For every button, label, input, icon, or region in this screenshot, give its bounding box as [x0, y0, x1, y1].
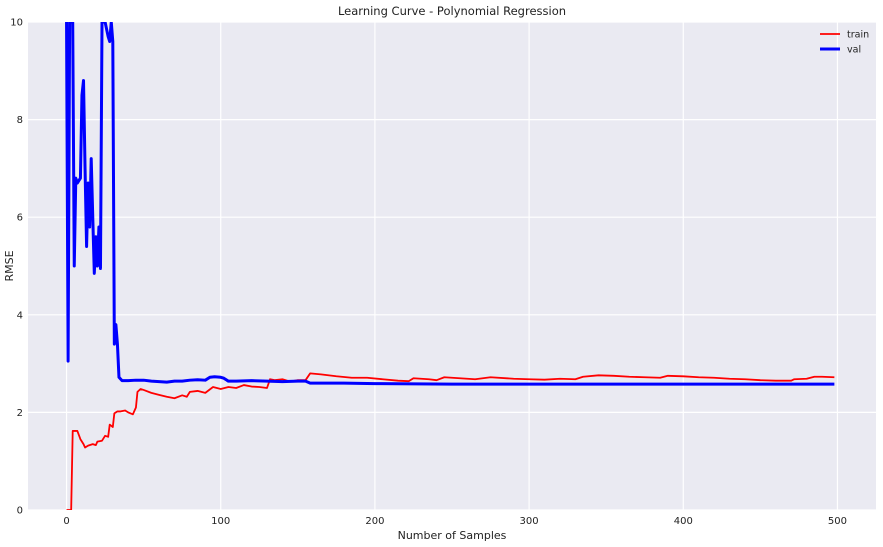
x-axis-title: Number of Samples	[398, 529, 507, 542]
tick-labels: 0 100 200 300 400 500 0 2 4 6 8 10	[10, 18, 847, 528]
series-lines	[65, 22, 835, 510]
grid-lines	[28, 21, 876, 511]
y-tick-label: 8	[17, 115, 23, 126]
x-tick-label: 500	[828, 516, 847, 527]
x-tick-label: 0	[63, 516, 69, 527]
chart-title: Learning Curve - Polynomial Regression	[338, 4, 566, 18]
y-tick-label: 6	[17, 213, 23, 224]
y-tick-label: 0	[17, 506, 23, 517]
legend-label-train: train	[847, 30, 869, 41]
y-tick-label: 10	[10, 18, 23, 29]
legend-label-val: val	[847, 45, 861, 56]
x-tick-label: 100	[211, 516, 230, 527]
y-axis-title: RMSE	[3, 250, 16, 281]
x-tick-label: 300	[520, 516, 539, 527]
legend: train val	[820, 30, 869, 56]
plot-area	[28, 22, 876, 510]
series-line-val	[65, 22, 835, 386]
y-tick-label: 4	[17, 310, 23, 321]
x-tick-label: 400	[674, 516, 693, 527]
y-tick-label: 2	[17, 408, 23, 419]
x-tick-label: 200	[365, 516, 384, 527]
